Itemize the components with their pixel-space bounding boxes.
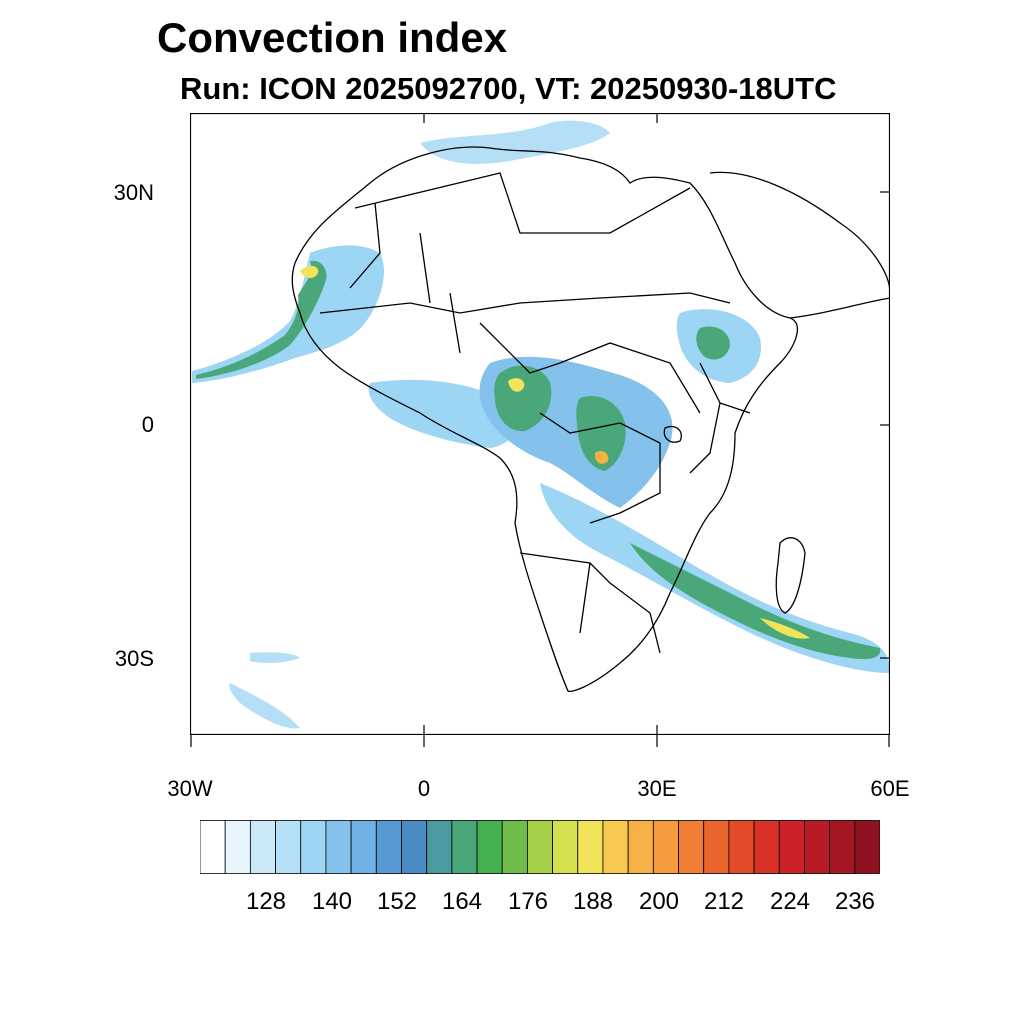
colorbar-label-164: 164 bbox=[441, 888, 483, 915]
colorbar-box bbox=[778, 820, 805, 874]
coastlines bbox=[291, 146, 890, 693]
colorbar-label-140: 140 bbox=[311, 888, 353, 915]
field-congo-core bbox=[576, 395, 626, 471]
colorbar-box bbox=[703, 820, 730, 874]
colorbar-label-212: 212 bbox=[703, 888, 745, 915]
lon-label-60e: 60E bbox=[870, 776, 910, 801]
border-south bbox=[519, 552, 661, 654]
arabia-coast bbox=[709, 171, 890, 319]
field-north-band bbox=[420, 120, 610, 164]
colorbar-label-128: 128 bbox=[245, 888, 287, 915]
lake-victoria bbox=[663, 425, 682, 443]
map-panel bbox=[190, 113, 890, 735]
colorbar-box bbox=[350, 820, 377, 874]
colorbar-box bbox=[426, 820, 453, 874]
border-sahel bbox=[319, 292, 731, 314]
lat-label-30s: 30S bbox=[114, 646, 154, 671]
madagascar bbox=[775, 537, 806, 614]
ticks bbox=[190, 113, 890, 735]
colorbar-label-224: 224 bbox=[769, 888, 811, 915]
convection-field bbox=[192, 120, 890, 729]
lon-label-30w: 30W bbox=[167, 776, 213, 801]
colorbar-box bbox=[401, 820, 428, 874]
border-central bbox=[479, 322, 701, 414]
colorbar-box bbox=[476, 820, 503, 874]
colorbar-box bbox=[501, 820, 528, 874]
field-sw-atlantic-2 bbox=[250, 652, 300, 664]
colorbar-box bbox=[375, 820, 402, 874]
border-congo bbox=[539, 412, 661, 524]
colorbar-box bbox=[602, 820, 629, 874]
map-frame bbox=[190, 113, 890, 735]
field-south-band bbox=[540, 483, 890, 673]
lat-label-0: 0 bbox=[141, 412, 154, 437]
colorbar-label-152: 152 bbox=[376, 888, 418, 915]
colorbar-label-176: 176 bbox=[507, 888, 549, 915]
colorbar-box bbox=[627, 820, 654, 874]
colorbar-box bbox=[325, 820, 352, 874]
colorbar-box bbox=[829, 820, 856, 874]
lon-label-0: 0 bbox=[417, 776, 431, 801]
field-central-hot bbox=[508, 378, 525, 392]
bottom-tick-stubs bbox=[190, 735, 890, 747]
colorbar-box bbox=[200, 820, 226, 874]
colorbar-box bbox=[804, 820, 831, 874]
colorbar-box bbox=[300, 820, 327, 874]
colorbar bbox=[200, 820, 880, 874]
colorbar-box bbox=[753, 820, 780, 874]
colorbar-box bbox=[249, 820, 276, 874]
colorbar-box bbox=[451, 820, 478, 874]
colorbar-box bbox=[224, 820, 251, 874]
africa-coastline bbox=[291, 146, 799, 693]
lon-label-30e: 30E bbox=[637, 776, 677, 801]
colorbar-box bbox=[552, 820, 579, 874]
field-south-hot bbox=[760, 618, 810, 639]
colorbar-label-200: 200 bbox=[638, 888, 680, 915]
colorbar-box bbox=[728, 820, 755, 874]
colorbar-box bbox=[652, 820, 679, 874]
chart-title: Convection index bbox=[157, 14, 508, 61]
field-ethiopia-core bbox=[696, 326, 730, 360]
colorbar-label-236: 236 bbox=[834, 888, 876, 915]
colorbar-box bbox=[275, 820, 302, 874]
colorbar-box bbox=[854, 820, 880, 874]
chart-subtitle: Run: ICON 2025092700, VT: 20250930-18UTC bbox=[180, 71, 837, 106]
field-south-band-core bbox=[630, 543, 881, 660]
colorbar-box bbox=[527, 820, 554, 874]
colorbar-label-188: 188 bbox=[572, 888, 614, 915]
field-west-africa bbox=[192, 245, 385, 383]
field-west-africa-hot bbox=[300, 265, 319, 279]
border-north bbox=[354, 172, 691, 234]
field-sw-atlantic bbox=[229, 683, 300, 729]
border-east bbox=[689, 362, 751, 474]
colorbar-box bbox=[678, 820, 705, 874]
border-west bbox=[349, 202, 461, 354]
lat-label-30n: 30N bbox=[113, 180, 154, 205]
field-congo-hot bbox=[594, 450, 609, 464]
colorbar-box bbox=[577, 820, 604, 874]
